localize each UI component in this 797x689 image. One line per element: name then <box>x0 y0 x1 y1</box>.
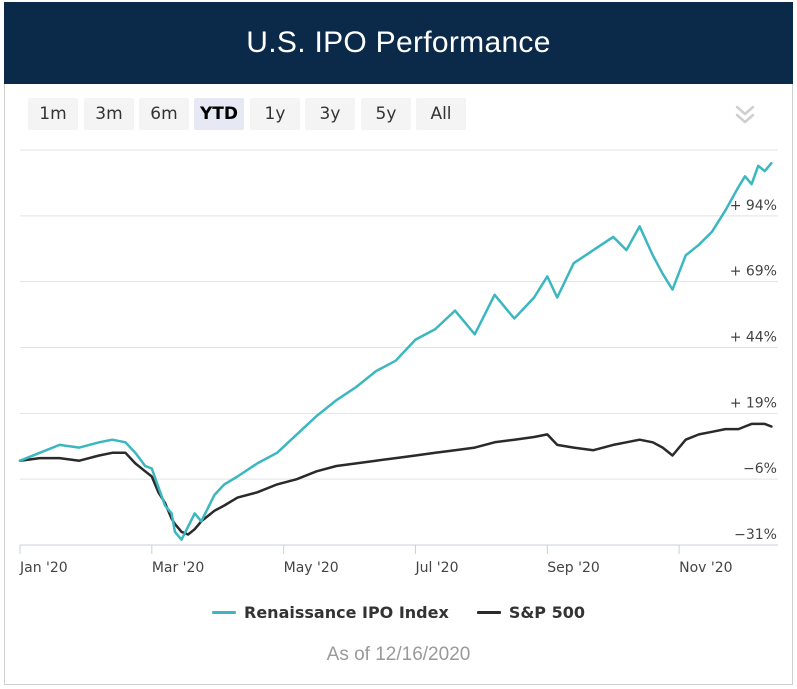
legend-swatch-ipo <box>212 611 236 614</box>
legend-item-sp500[interactable]: S&P 500 <box>476 603 585 622</box>
series-group <box>18 161 773 541</box>
range-button-6m[interactable]: 6m <box>139 98 189 130</box>
gridlines <box>20 149 778 480</box>
legend-item-ipo[interactable]: Renaissance IPO Index <box>212 603 449 622</box>
range-button-1m[interactable]: 1m <box>28 98 78 130</box>
chevron-double-down-icon[interactable] <box>732 104 758 126</box>
range-button-3y[interactable]: 3y <box>305 98 355 130</box>
x-axis: Jan '20 Mar '20 May '20 Jul '20 Sep '20 Nov '… <box>19 544 778 576</box>
x-tick-label: May '20 <box>284 560 339 576</box>
x-tick-label: Nov '20 <box>679 560 732 576</box>
legend-label-sp500: S&P 500 <box>508 603 585 622</box>
legend-swatch-sp500 <box>476 611 501 614</box>
x-tick-label: Mar '20 <box>152 560 205 576</box>
y-tick-label: + 94% <box>730 198 777 214</box>
y-tick-label: −31% <box>734 527 777 543</box>
range-button-all[interactable]: All <box>416 98 466 130</box>
series-line-ipo[interactable] <box>18 161 773 541</box>
as-of-date: As of 12/16/2020 <box>326 644 471 665</box>
y-tick-label: + 19% <box>730 395 777 411</box>
x-tick-label: Jan '20 <box>19 560 68 576</box>
y-tick-label: + 44% <box>730 330 777 346</box>
y-axis-labels: + 94% + 69% + 44% + 19% −6% −31% <box>730 198 777 543</box>
x-tick-label: Sep '20 <box>547 560 600 576</box>
y-tick-label: −6% <box>743 461 777 477</box>
series-line-sp500[interactable] <box>18 422 773 536</box>
range-button-3m[interactable]: 3m <box>84 98 134 130</box>
line-chart: + 94% + 69% + 44% + 19% −6% −31% Jan '20 Mar '… <box>18 149 778 576</box>
range-button-1y[interactable]: 1y <box>250 98 300 130</box>
y-tick-label: + 69% <box>730 264 777 280</box>
page-title: U.S. IPO Performance <box>4 2 793 84</box>
range-button-5y[interactable]: 5y <box>361 98 411 130</box>
range-button-ytd[interactable]: YTD <box>194 98 244 130</box>
legend: Renaissance IPO Index S&P 500 <box>0 603 797 622</box>
legend-label-ipo: Renaissance IPO Index <box>244 603 449 622</box>
x-tick-label: Jul '20 <box>414 560 458 576</box>
